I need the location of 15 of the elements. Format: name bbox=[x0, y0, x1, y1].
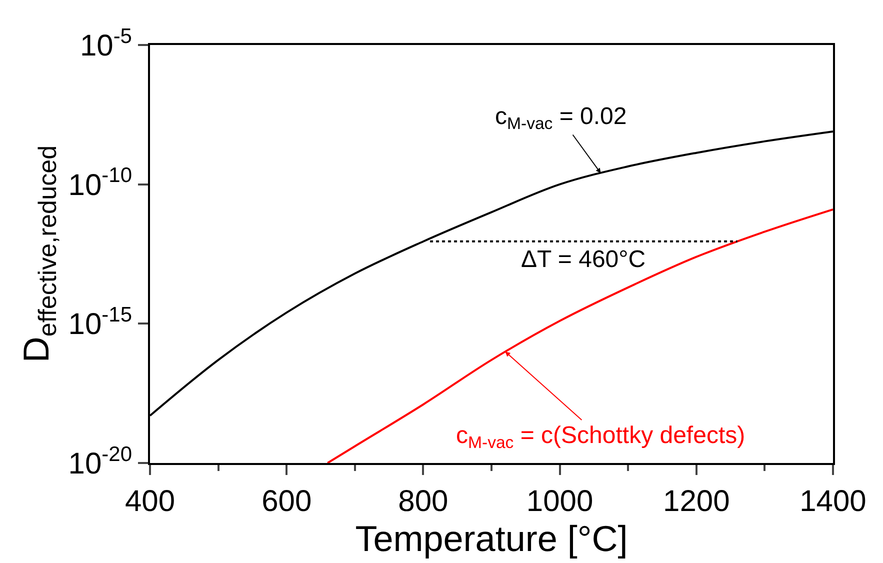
x-tick-label: 1400 bbox=[800, 485, 866, 518]
annotation: c$_{M-vac}$ = 0.02 bbox=[495, 103, 627, 134]
y-tick-label: 10$^{-20}$ bbox=[68, 442, 132, 480]
line-series bbox=[326, 208, 833, 463]
annotation: c$_{M-vac}$ = c(Schottky defects) bbox=[456, 422, 746, 452]
annotation: ΔT = 460°C bbox=[521, 246, 646, 273]
x-tick-label: 400 bbox=[124, 485, 176, 518]
y-tick-label: 10$^{-10}$ bbox=[68, 164, 132, 202]
y-tick-label: 10$^{-15}$ bbox=[68, 304, 132, 342]
y-tick-label: 10$^{-5}$ bbox=[80, 24, 132, 62]
x-tick-label: 1000 bbox=[526, 485, 594, 518]
x-axis-title: Temperature [°C] bbox=[355, 518, 628, 559]
x-tick-label: 800 bbox=[398, 485, 448, 518]
x-tick-label: 1200 bbox=[663, 485, 730, 518]
x-tick-label: 600 bbox=[262, 485, 312, 518]
